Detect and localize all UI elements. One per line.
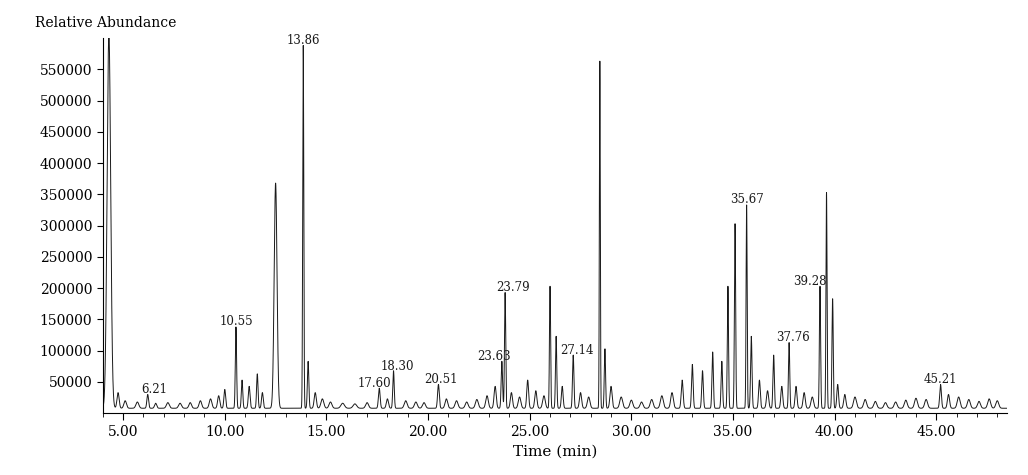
Text: 17.60: 17.60 [358, 377, 391, 390]
Text: 20.51: 20.51 [424, 373, 457, 386]
Text: 45.21: 45.21 [924, 373, 957, 386]
Text: 23.63: 23.63 [477, 350, 511, 363]
Text: 6.21: 6.21 [141, 383, 167, 396]
Text: Relative Abundance: Relative Abundance [35, 17, 177, 30]
Text: 18.30: 18.30 [380, 360, 414, 372]
Text: 39.28: 39.28 [793, 275, 827, 288]
X-axis label: Time (min): Time (min) [513, 445, 597, 458]
Text: 13.86: 13.86 [287, 34, 320, 47]
Text: 37.76: 37.76 [776, 332, 810, 344]
Text: 35.67: 35.67 [730, 193, 764, 206]
Text: 23.79: 23.79 [497, 281, 530, 294]
Text: 27.14: 27.14 [560, 344, 594, 357]
Text: 10.55: 10.55 [219, 315, 253, 328]
